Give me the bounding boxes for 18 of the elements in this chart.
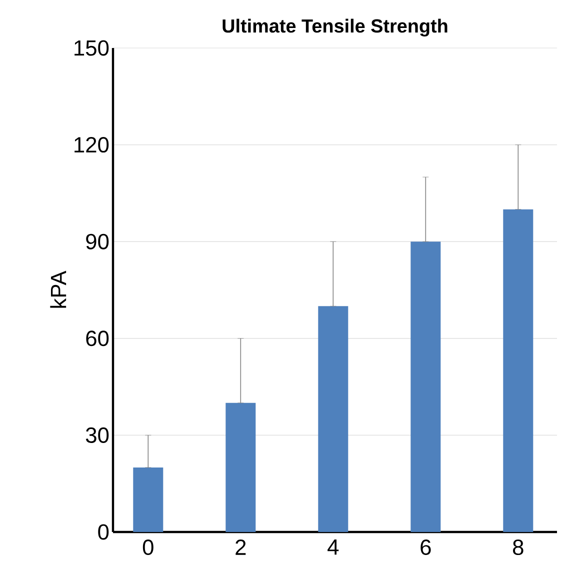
y-tick-label: 30	[86, 427, 109, 443]
x-tick-label: 2	[236, 540, 246, 555]
bar	[410, 242, 441, 532]
x-tick-label: 6	[420, 540, 431, 556]
x-tick-label: 4	[328, 540, 339, 555]
bar	[226, 402, 256, 532]
y-axis-title: kPA	[50, 270, 66, 308]
bar	[503, 209, 534, 532]
chart-title: Ultimate Tensile Strength	[222, 18, 448, 36]
bar	[318, 306, 348, 532]
y-tick-label: 150	[74, 40, 109, 56]
bar	[133, 467, 164, 532]
y-tick-label: 60	[86, 330, 109, 346]
y-tick-label: 0	[98, 524, 109, 540]
y-tick-label: 90	[86, 234, 109, 250]
x-tick-label: 0	[142, 540, 154, 556]
x-tick-label: 8	[513, 540, 524, 556]
y-tick-label: 120	[74, 137, 109, 153]
